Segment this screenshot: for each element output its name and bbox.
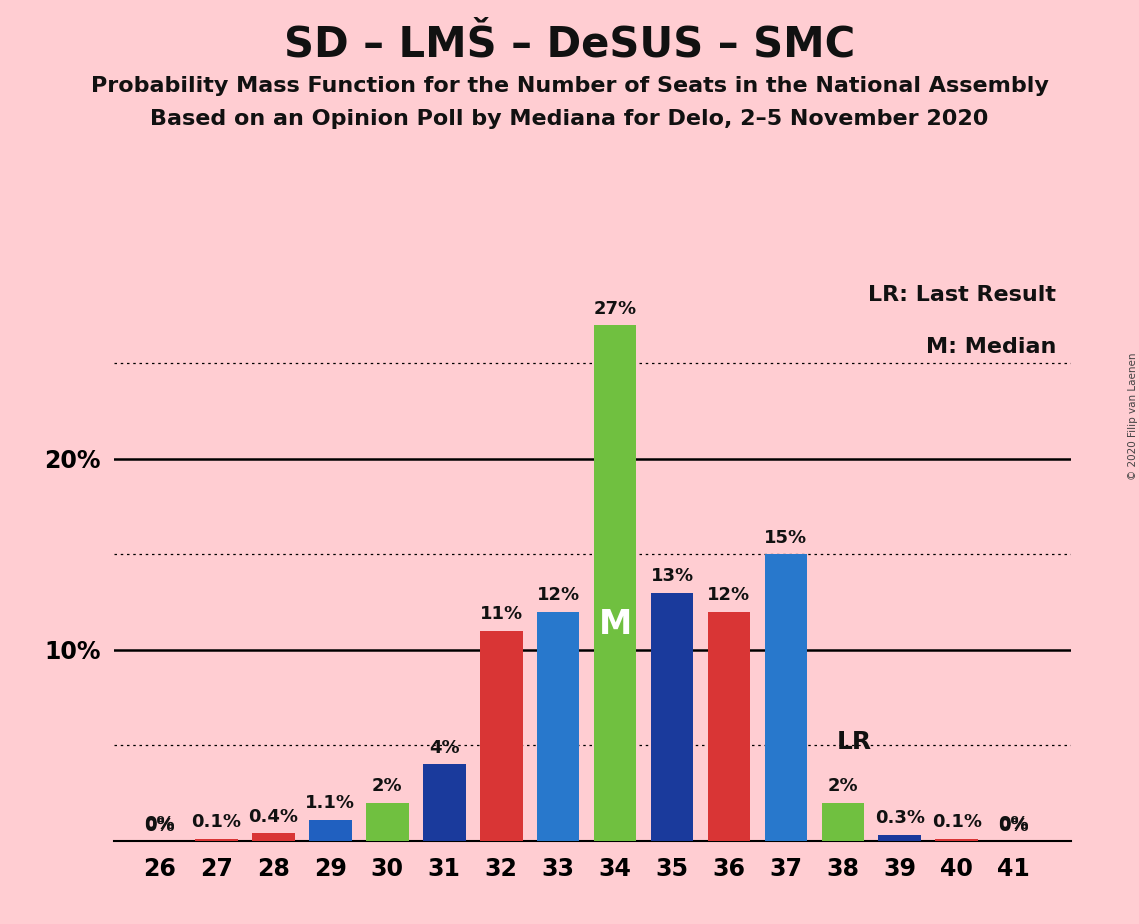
Text: 12%: 12% — [536, 586, 580, 604]
Text: © 2020 Filip van Laenen: © 2020 Filip van Laenen — [1129, 352, 1138, 480]
Text: 0.3%: 0.3% — [875, 809, 925, 828]
Text: 0.4%: 0.4% — [248, 808, 298, 825]
Text: 15%: 15% — [764, 529, 808, 547]
Bar — [707, 612, 751, 841]
Text: 27%: 27% — [593, 299, 637, 318]
Text: 0%: 0% — [145, 815, 174, 833]
Bar — [878, 835, 921, 841]
Text: 11%: 11% — [480, 605, 523, 623]
Text: LR: Last Result: LR: Last Result — [868, 286, 1056, 305]
Text: SD – LMŠ – DeSUS – SMC: SD – LMŠ – DeSUS – SMC — [284, 23, 855, 65]
Text: Based on an Opinion Poll by Mediana for Delo, 2–5 November 2020: Based on an Opinion Poll by Mediana for … — [150, 109, 989, 129]
Text: Probability Mass Function for the Number of Seats in the National Assembly: Probability Mass Function for the Number… — [91, 76, 1048, 96]
Bar — [252, 833, 295, 841]
Text: M: M — [598, 608, 632, 640]
Text: 0.1%: 0.1% — [191, 813, 241, 832]
Text: 2%: 2% — [828, 777, 858, 795]
Bar — [423, 764, 466, 841]
Text: 13%: 13% — [650, 567, 694, 585]
Bar — [935, 839, 978, 841]
Text: LR: LR — [837, 730, 872, 754]
Bar — [309, 820, 352, 841]
Text: 0%: 0% — [999, 817, 1029, 835]
Bar — [366, 803, 409, 841]
Text: 0%: 0% — [145, 817, 174, 835]
Bar — [650, 592, 694, 841]
Bar — [536, 612, 580, 841]
Text: 12%: 12% — [707, 586, 751, 604]
Text: 0.1%: 0.1% — [932, 813, 982, 832]
Bar — [195, 839, 238, 841]
Bar — [764, 554, 808, 841]
Bar — [480, 631, 523, 841]
Text: 2%: 2% — [372, 777, 402, 795]
Text: 4%: 4% — [429, 739, 459, 757]
Text: 1.1%: 1.1% — [305, 795, 355, 812]
Bar — [593, 325, 637, 841]
Text: M: Median: M: Median — [926, 336, 1056, 357]
Text: 0%: 0% — [999, 815, 1029, 833]
Bar — [821, 803, 865, 841]
